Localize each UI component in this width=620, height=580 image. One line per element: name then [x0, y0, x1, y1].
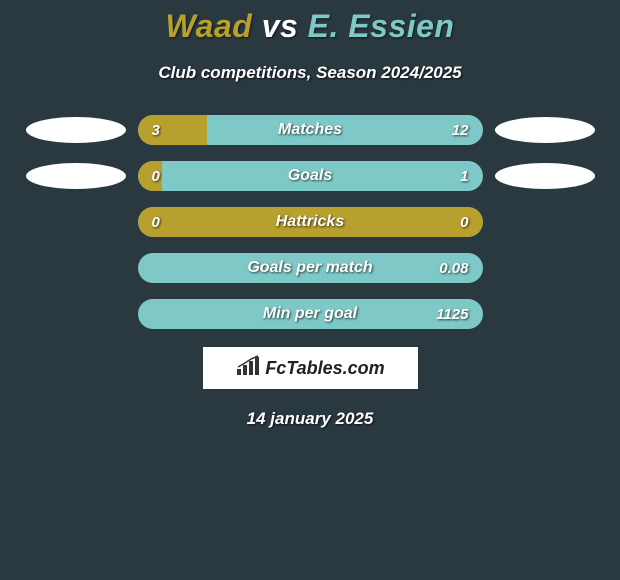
stat-right-value: 1125 [436, 299, 468, 329]
stat-row: 0Goals1 [0, 161, 620, 191]
stat-row: Min per goal1125 [0, 299, 620, 329]
stat-bar: 0Goals1 [138, 161, 483, 191]
chart-icon [235, 355, 261, 382]
stat-bar: Min per goal1125 [138, 299, 483, 329]
stat-bar: 3Matches12 [138, 115, 483, 145]
player1-badge [26, 163, 126, 189]
stat-right-value: 0 [460, 207, 468, 237]
vs-text: vs [262, 8, 299, 44]
branding-text: FcTables.com [265, 358, 384, 379]
stat-bar-fill [138, 115, 207, 145]
stat-right-value: 12 [452, 115, 469, 145]
player1-badge [26, 117, 126, 143]
stat-row: 3Matches12 [0, 115, 620, 145]
player2-name: E. Essien [308, 8, 455, 44]
stat-left-value: 0 [152, 161, 160, 191]
comparison-widget: Waad vs E. Essien Club competitions, Sea… [0, 0, 620, 429]
date-text: 14 january 2025 [0, 409, 620, 429]
stat-bar-fill [138, 207, 483, 237]
player2-badge [495, 117, 595, 143]
stat-right-value: 1 [460, 161, 468, 191]
stat-right-value: 0.08 [439, 253, 468, 283]
stats-list: 3Matches120Goals10Hattricks0Goals per ma… [0, 115, 620, 329]
stat-left-value: 3 [152, 115, 160, 145]
stat-label: Goals [138, 161, 483, 191]
stat-row: 0Hattricks0 [0, 207, 620, 237]
stat-label: Goals per match [138, 253, 483, 283]
player2-badge [495, 163, 595, 189]
branding-badge[interactable]: FcTables.com [203, 347, 418, 389]
stat-bar: Goals per match0.08 [138, 253, 483, 283]
player1-name: Waad [166, 8, 253, 44]
stat-label: Min per goal [138, 299, 483, 329]
stat-row: Goals per match0.08 [0, 253, 620, 283]
subtitle: Club competitions, Season 2024/2025 [0, 63, 620, 83]
stat-bar: 0Hattricks0 [138, 207, 483, 237]
stat-left-value: 0 [152, 207, 160, 237]
title: Waad vs E. Essien [0, 8, 620, 45]
